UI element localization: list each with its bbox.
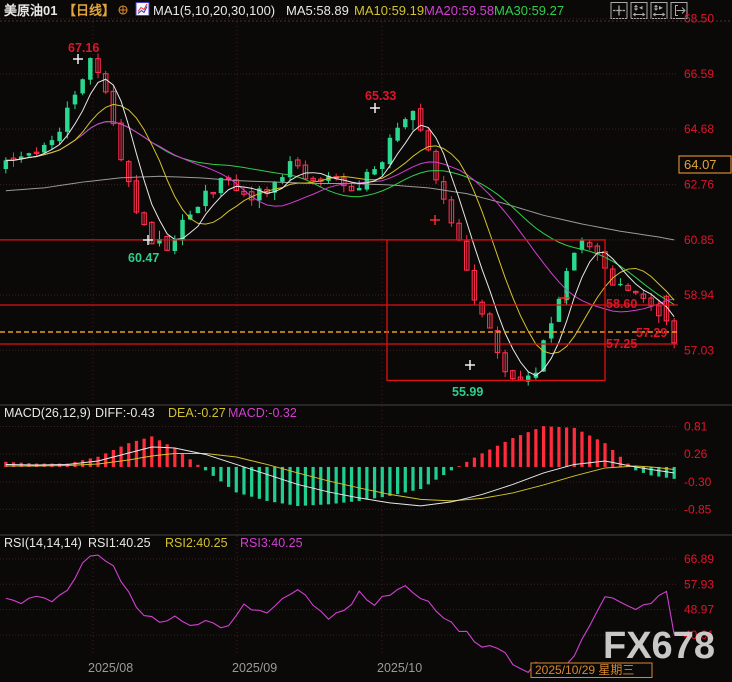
- svg-text:57.29: 57.29: [636, 326, 667, 340]
- svg-text:57.93: 57.93: [684, 577, 714, 591]
- svg-text:RSI2:40.25: RSI2:40.25: [165, 536, 228, 550]
- svg-text:57.03: 57.03: [684, 343, 714, 357]
- svg-text:62.76: 62.76: [684, 178, 714, 192]
- svg-text:48.97: 48.97: [684, 603, 714, 617]
- svg-text:60.85: 60.85: [684, 233, 714, 247]
- svg-text:MACD(26,12,9): MACD(26,12,9): [4, 406, 91, 420]
- svg-text:MA1(5,10,20,30,100): MA1(5,10,20,30,100): [153, 3, 275, 18]
- svg-text:【日线】: 【日线】: [63, 3, 115, 18]
- svg-text:58.94: 58.94: [684, 288, 714, 302]
- svg-text:MA10:59.19: MA10:59.19: [354, 3, 424, 18]
- svg-text:MA5:58.89: MA5:58.89: [286, 3, 349, 18]
- svg-text:58.60: 58.60: [606, 297, 637, 311]
- svg-text:67.16: 67.16: [68, 41, 99, 55]
- svg-text:2025/08: 2025/08: [88, 661, 133, 675]
- svg-text:DEA:-0.27: DEA:-0.27: [168, 406, 226, 420]
- svg-text:MA30:59.27: MA30:59.27: [494, 3, 564, 18]
- svg-text:66.89: 66.89: [684, 552, 714, 566]
- svg-text:MACD:-0.32: MACD:-0.32: [228, 406, 297, 420]
- svg-text:DIFF:-0.43: DIFF:-0.43: [95, 406, 155, 420]
- svg-text:-0.30: -0.30: [684, 475, 712, 489]
- svg-text:57.25: 57.25: [606, 337, 637, 351]
- svg-text:MA20:59.58: MA20:59.58: [424, 3, 494, 18]
- svg-text:68.50: 68.50: [684, 12, 714, 26]
- svg-text:RSI1:40.25: RSI1:40.25: [88, 536, 151, 550]
- svg-text:2025/09: 2025/09: [232, 661, 277, 675]
- svg-text:64.07: 64.07: [684, 157, 717, 172]
- svg-text:66.59: 66.59: [684, 67, 714, 81]
- svg-text:0.26: 0.26: [684, 447, 708, 461]
- svg-text:55.99: 55.99: [452, 385, 483, 399]
- svg-text:RSI3:40.25: RSI3:40.25: [240, 536, 303, 550]
- svg-text:RSI(14,14,14): RSI(14,14,14): [4, 536, 82, 550]
- svg-text:FX678: FX678: [603, 625, 715, 667]
- svg-text:65.33: 65.33: [365, 89, 396, 103]
- svg-text:0.81: 0.81: [684, 419, 708, 433]
- svg-text:64.68: 64.68: [684, 122, 714, 136]
- svg-text:美原油01: 美原油01: [4, 3, 57, 18]
- svg-text:-0.85: -0.85: [684, 502, 712, 516]
- svg-text:60.47: 60.47: [128, 251, 159, 265]
- svg-text:2025/10: 2025/10: [377, 661, 422, 675]
